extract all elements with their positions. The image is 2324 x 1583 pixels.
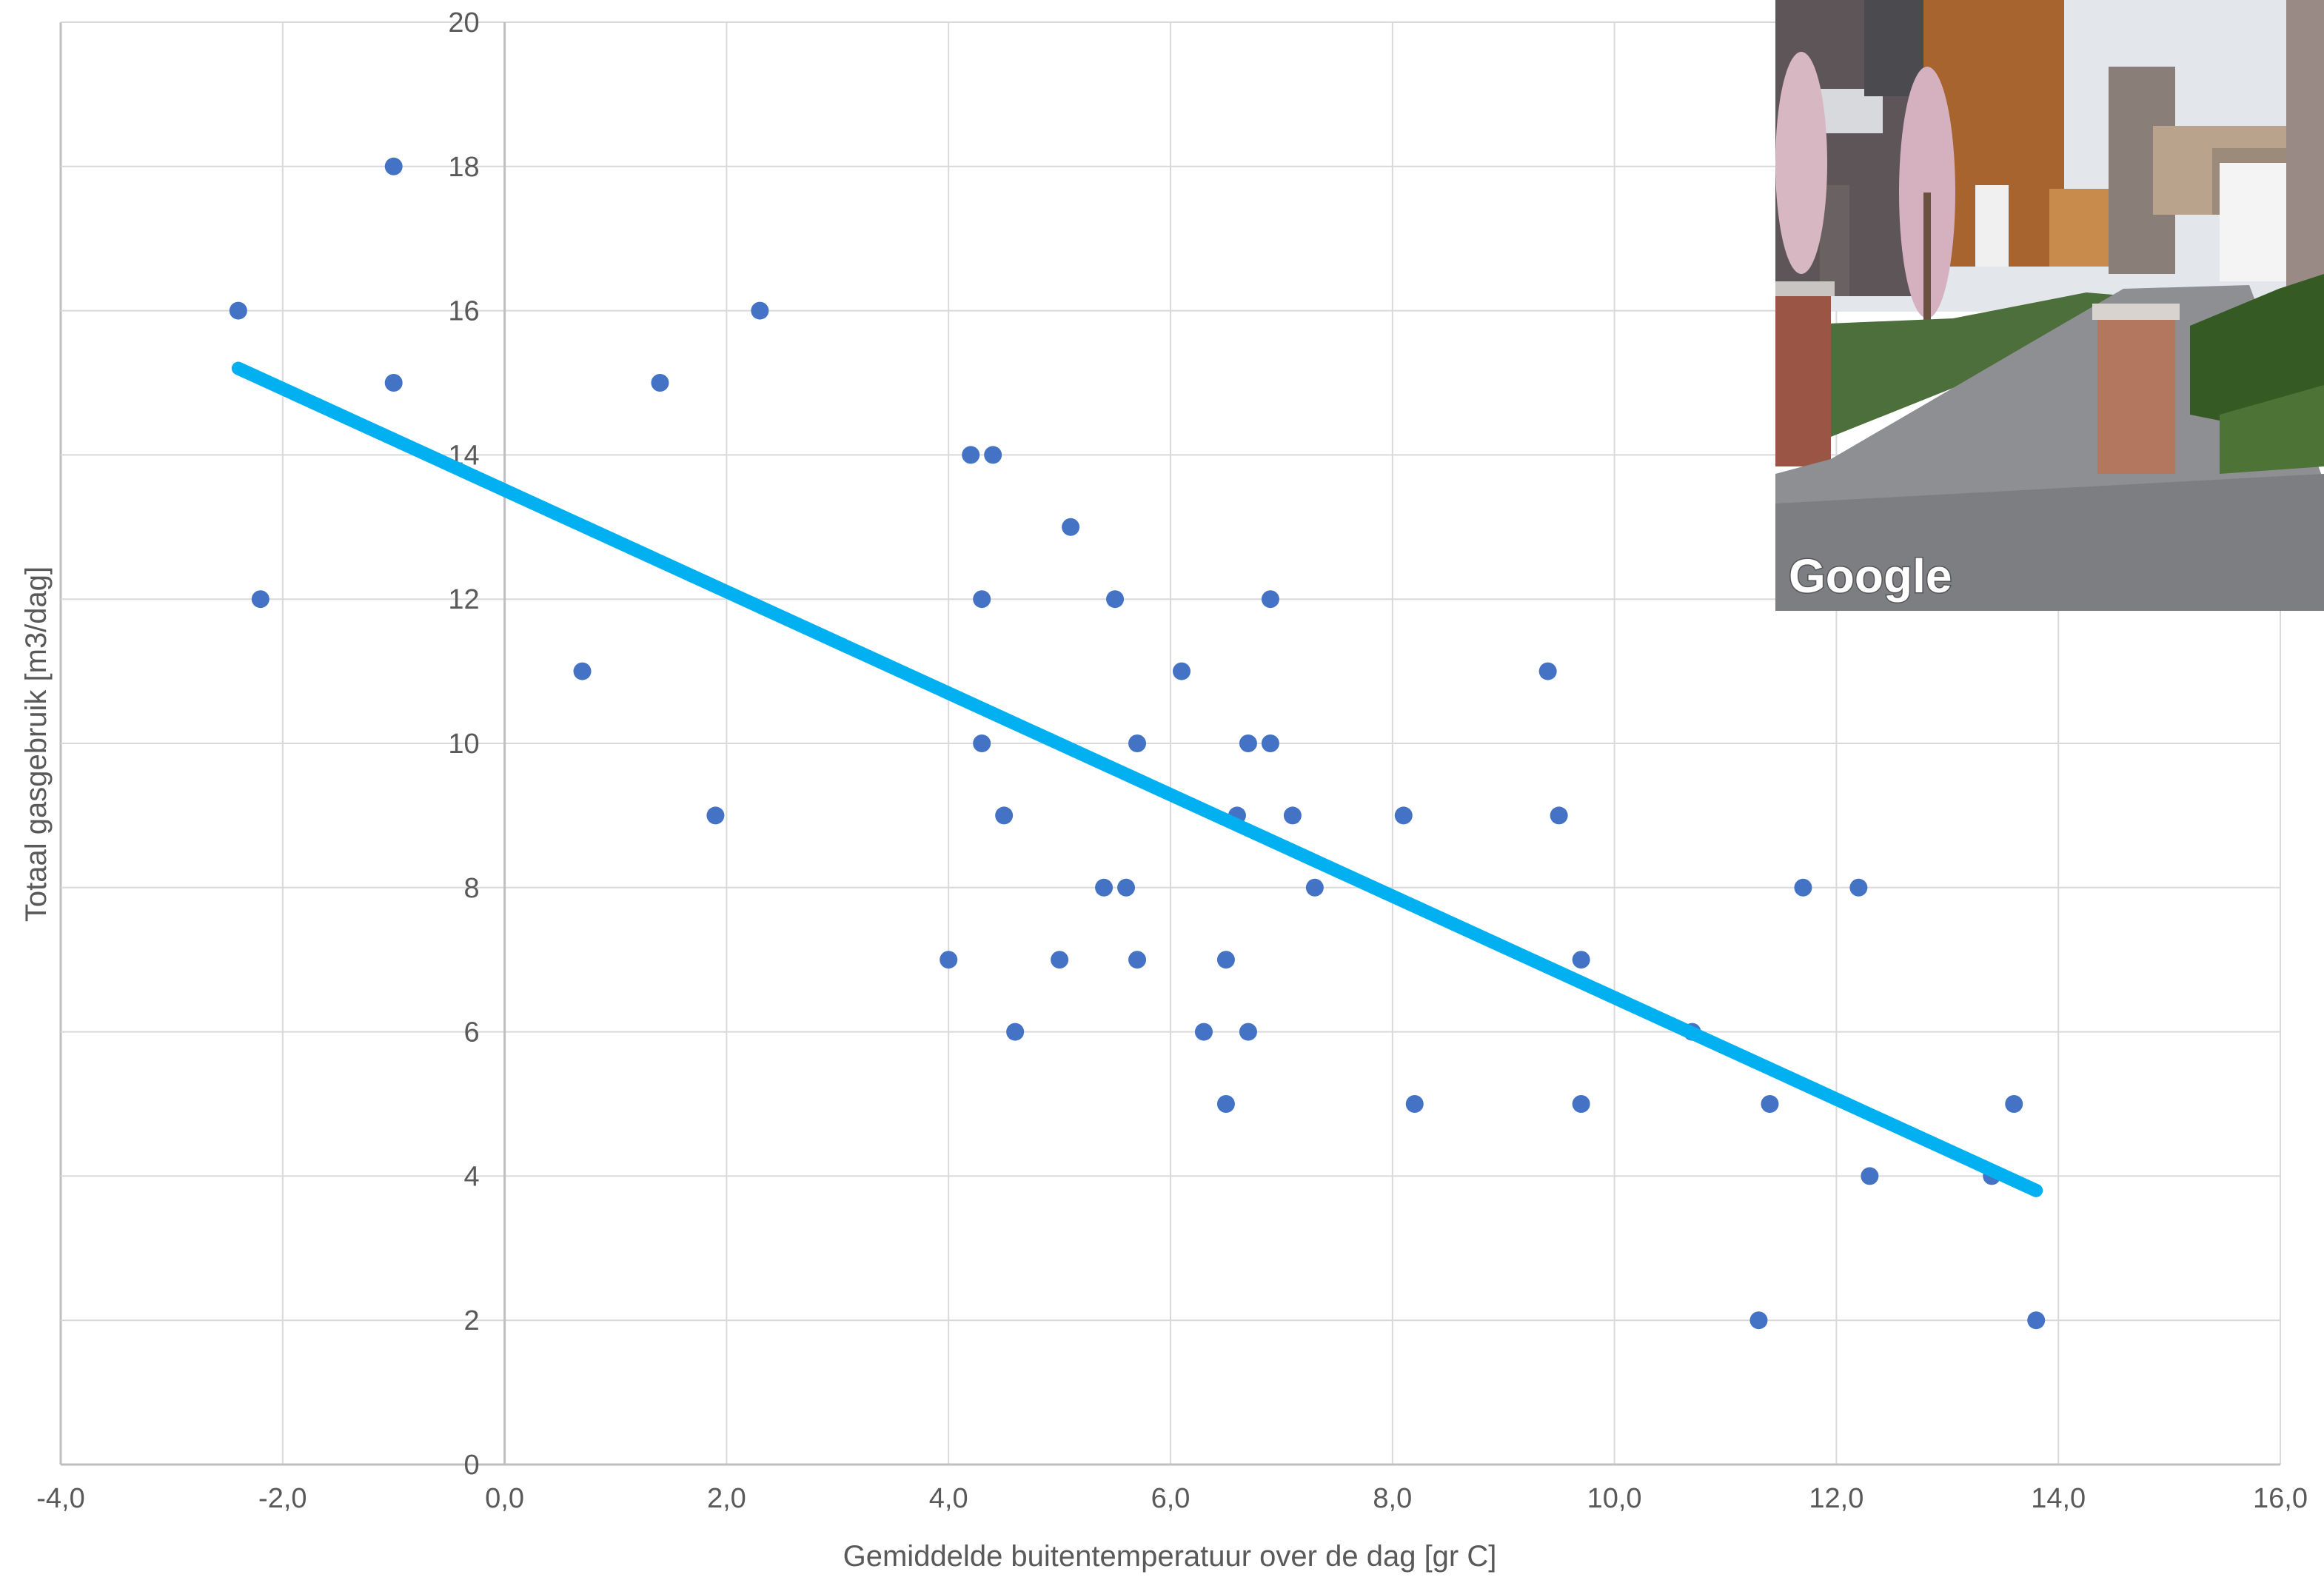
data-point (1305, 878, 1324, 897)
data-point (1283, 806, 1302, 825)
x-tick-labels: -4,0 -2,0 0,0 2,0 4,0 6,0 8,0 10,0 12,0 14,0 16,0 (36, 1483, 2308, 1514)
x-tick-label: 16,0 (2253, 1483, 2308, 1514)
data-point (573, 662, 592, 680)
y-tick-label: 10 (448, 729, 479, 760)
data-point (2027, 1311, 2046, 1330)
x-tick-label: -4,0 (36, 1483, 84, 1514)
y-tick-label: 12 (448, 584, 479, 615)
data-point (1172, 662, 1191, 680)
data-point (1128, 951, 1147, 969)
street-view-photo: Google (1775, 0, 2324, 611)
data-point (2005, 1095, 2023, 1113)
data-point (1128, 734, 1147, 752)
data-point (1794, 878, 1812, 897)
data-point (1239, 734, 1257, 752)
data-point (1239, 1023, 1257, 1041)
horizontal-gridlines (61, 21, 2280, 1322)
data-point (706, 806, 725, 825)
x-tick-label: 4,0 (929, 1483, 968, 1514)
x-tick-label: 10,0 (1587, 1483, 1642, 1514)
data-point (1405, 1095, 1424, 1113)
x-tick-label: -2,0 (258, 1483, 307, 1514)
data-point (984, 446, 1002, 464)
data-point (384, 374, 403, 392)
y-tick-label: 4 (463, 1161, 479, 1192)
data-point (1216, 1095, 1235, 1113)
data-point (1749, 1311, 1768, 1330)
trendline (231, 361, 2043, 1197)
data-point (1550, 806, 1568, 825)
google-watermark: Google (1789, 549, 1952, 603)
x-tick-label: 6,0 (1151, 1483, 1191, 1514)
data-point (940, 951, 958, 969)
data-point (1538, 662, 1557, 680)
data-point (973, 590, 991, 609)
data-point (1194, 1023, 1213, 1041)
data-point (962, 446, 980, 464)
data-point (1861, 1167, 1879, 1185)
y-tick-label: 18 (448, 152, 479, 183)
data-point (1006, 1023, 1025, 1041)
x-axis-title: Gemiddelde buitentemperatuur over de dag… (843, 1540, 1497, 1573)
x-tick-label: 14,0 (2031, 1483, 2086, 1514)
data-point (1572, 1095, 1590, 1113)
data-point (1051, 951, 1069, 969)
y-tick-label: 0 (463, 1450, 479, 1481)
data-point (651, 374, 669, 392)
data-point (751, 301, 769, 320)
data-point (1761, 1095, 1779, 1113)
x-tick-label: 2,0 (707, 1483, 746, 1514)
y-tick-label: 6 (463, 1017, 479, 1048)
data-point (384, 157, 403, 175)
x-tick-label: 8,0 (1373, 1483, 1412, 1514)
data-point (1261, 734, 1279, 752)
data-point (1261, 590, 1279, 609)
y-tick-label: 20 (448, 7, 479, 39)
y-tick-label: 8 (463, 873, 479, 904)
x-tick-label: 12,0 (1809, 1483, 1863, 1514)
y-axis-title: Totaal gasgebruik [m3/dag] (20, 566, 53, 922)
data-point (1216, 951, 1235, 969)
data-point (1394, 806, 1413, 825)
data-point (1572, 951, 1590, 969)
data-point (995, 806, 1014, 825)
data-point (229, 301, 247, 320)
data-point (973, 734, 991, 752)
data-point (1849, 878, 1868, 897)
data-point (1106, 590, 1125, 609)
y-tick-label: 2 (463, 1305, 479, 1336)
y-tick-label: 16 (448, 296, 479, 327)
data-point (1117, 878, 1136, 897)
data-point (1095, 878, 1114, 897)
data-point (251, 590, 269, 609)
data-point (1062, 518, 1080, 536)
x-tick-label: 0,0 (485, 1483, 524, 1514)
